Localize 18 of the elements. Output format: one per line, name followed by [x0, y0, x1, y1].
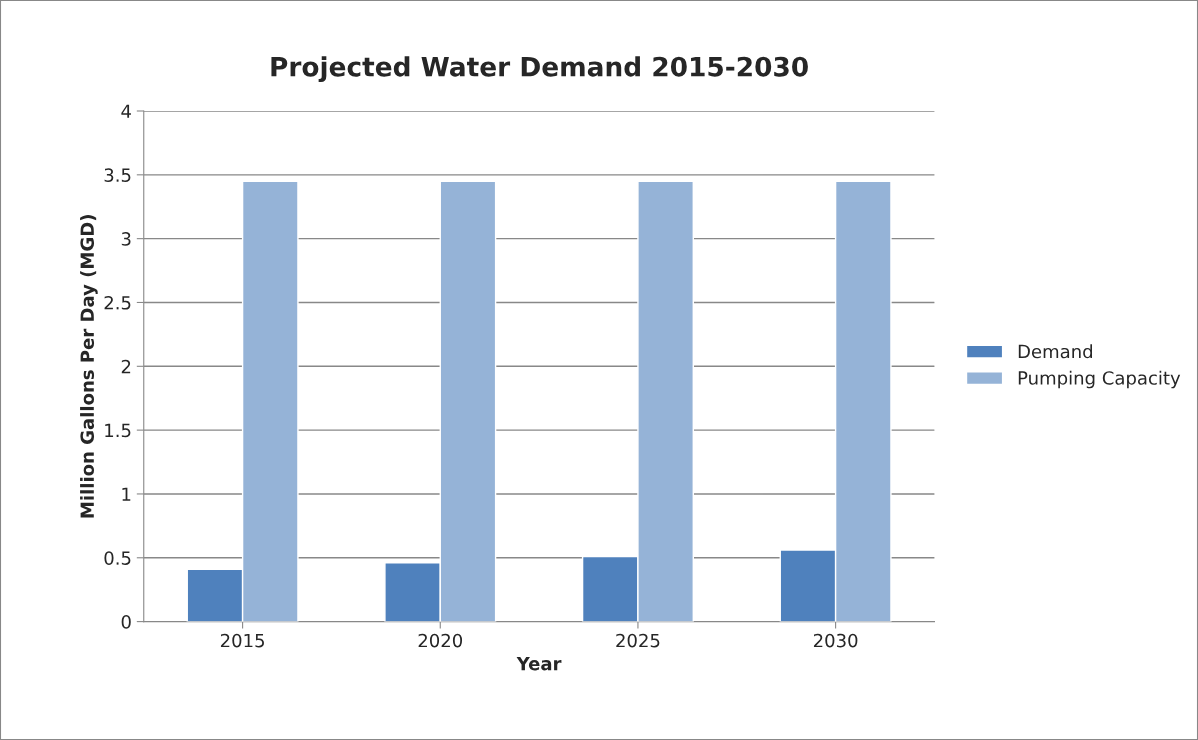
x-tick-label: 2015	[220, 633, 264, 648]
y-tick-label: 1	[122, 487, 131, 501]
y-tick-label: 0	[121, 615, 131, 629]
x-tick-label: 2030	[813, 633, 858, 648]
legend-label: Demand	[1018, 344, 1092, 359]
y-tick-label: 0.5	[104, 551, 131, 565]
y-tick-label: 4	[121, 104, 131, 118]
y-axis-title: Million Gallons Per Day (MGD)	[80, 215, 98, 518]
x-axis-title: Year	[516, 656, 562, 671]
x-tick-label: 2020	[418, 633, 463, 648]
y-tick-label: 3	[121, 232, 131, 246]
y-tick-label: 3.5	[104, 168, 131, 182]
legend-label: Pumping Capacity	[1018, 370, 1181, 389]
y-tick-label: 2	[121, 359, 131, 374]
chart-title: Projected Water Demand 2015-2030	[271, 56, 808, 82]
x-tick-label: 2025	[616, 633, 660, 648]
y-tick-label: 2.5	[104, 295, 131, 310]
y-tick-label: 1.5	[105, 423, 131, 438]
